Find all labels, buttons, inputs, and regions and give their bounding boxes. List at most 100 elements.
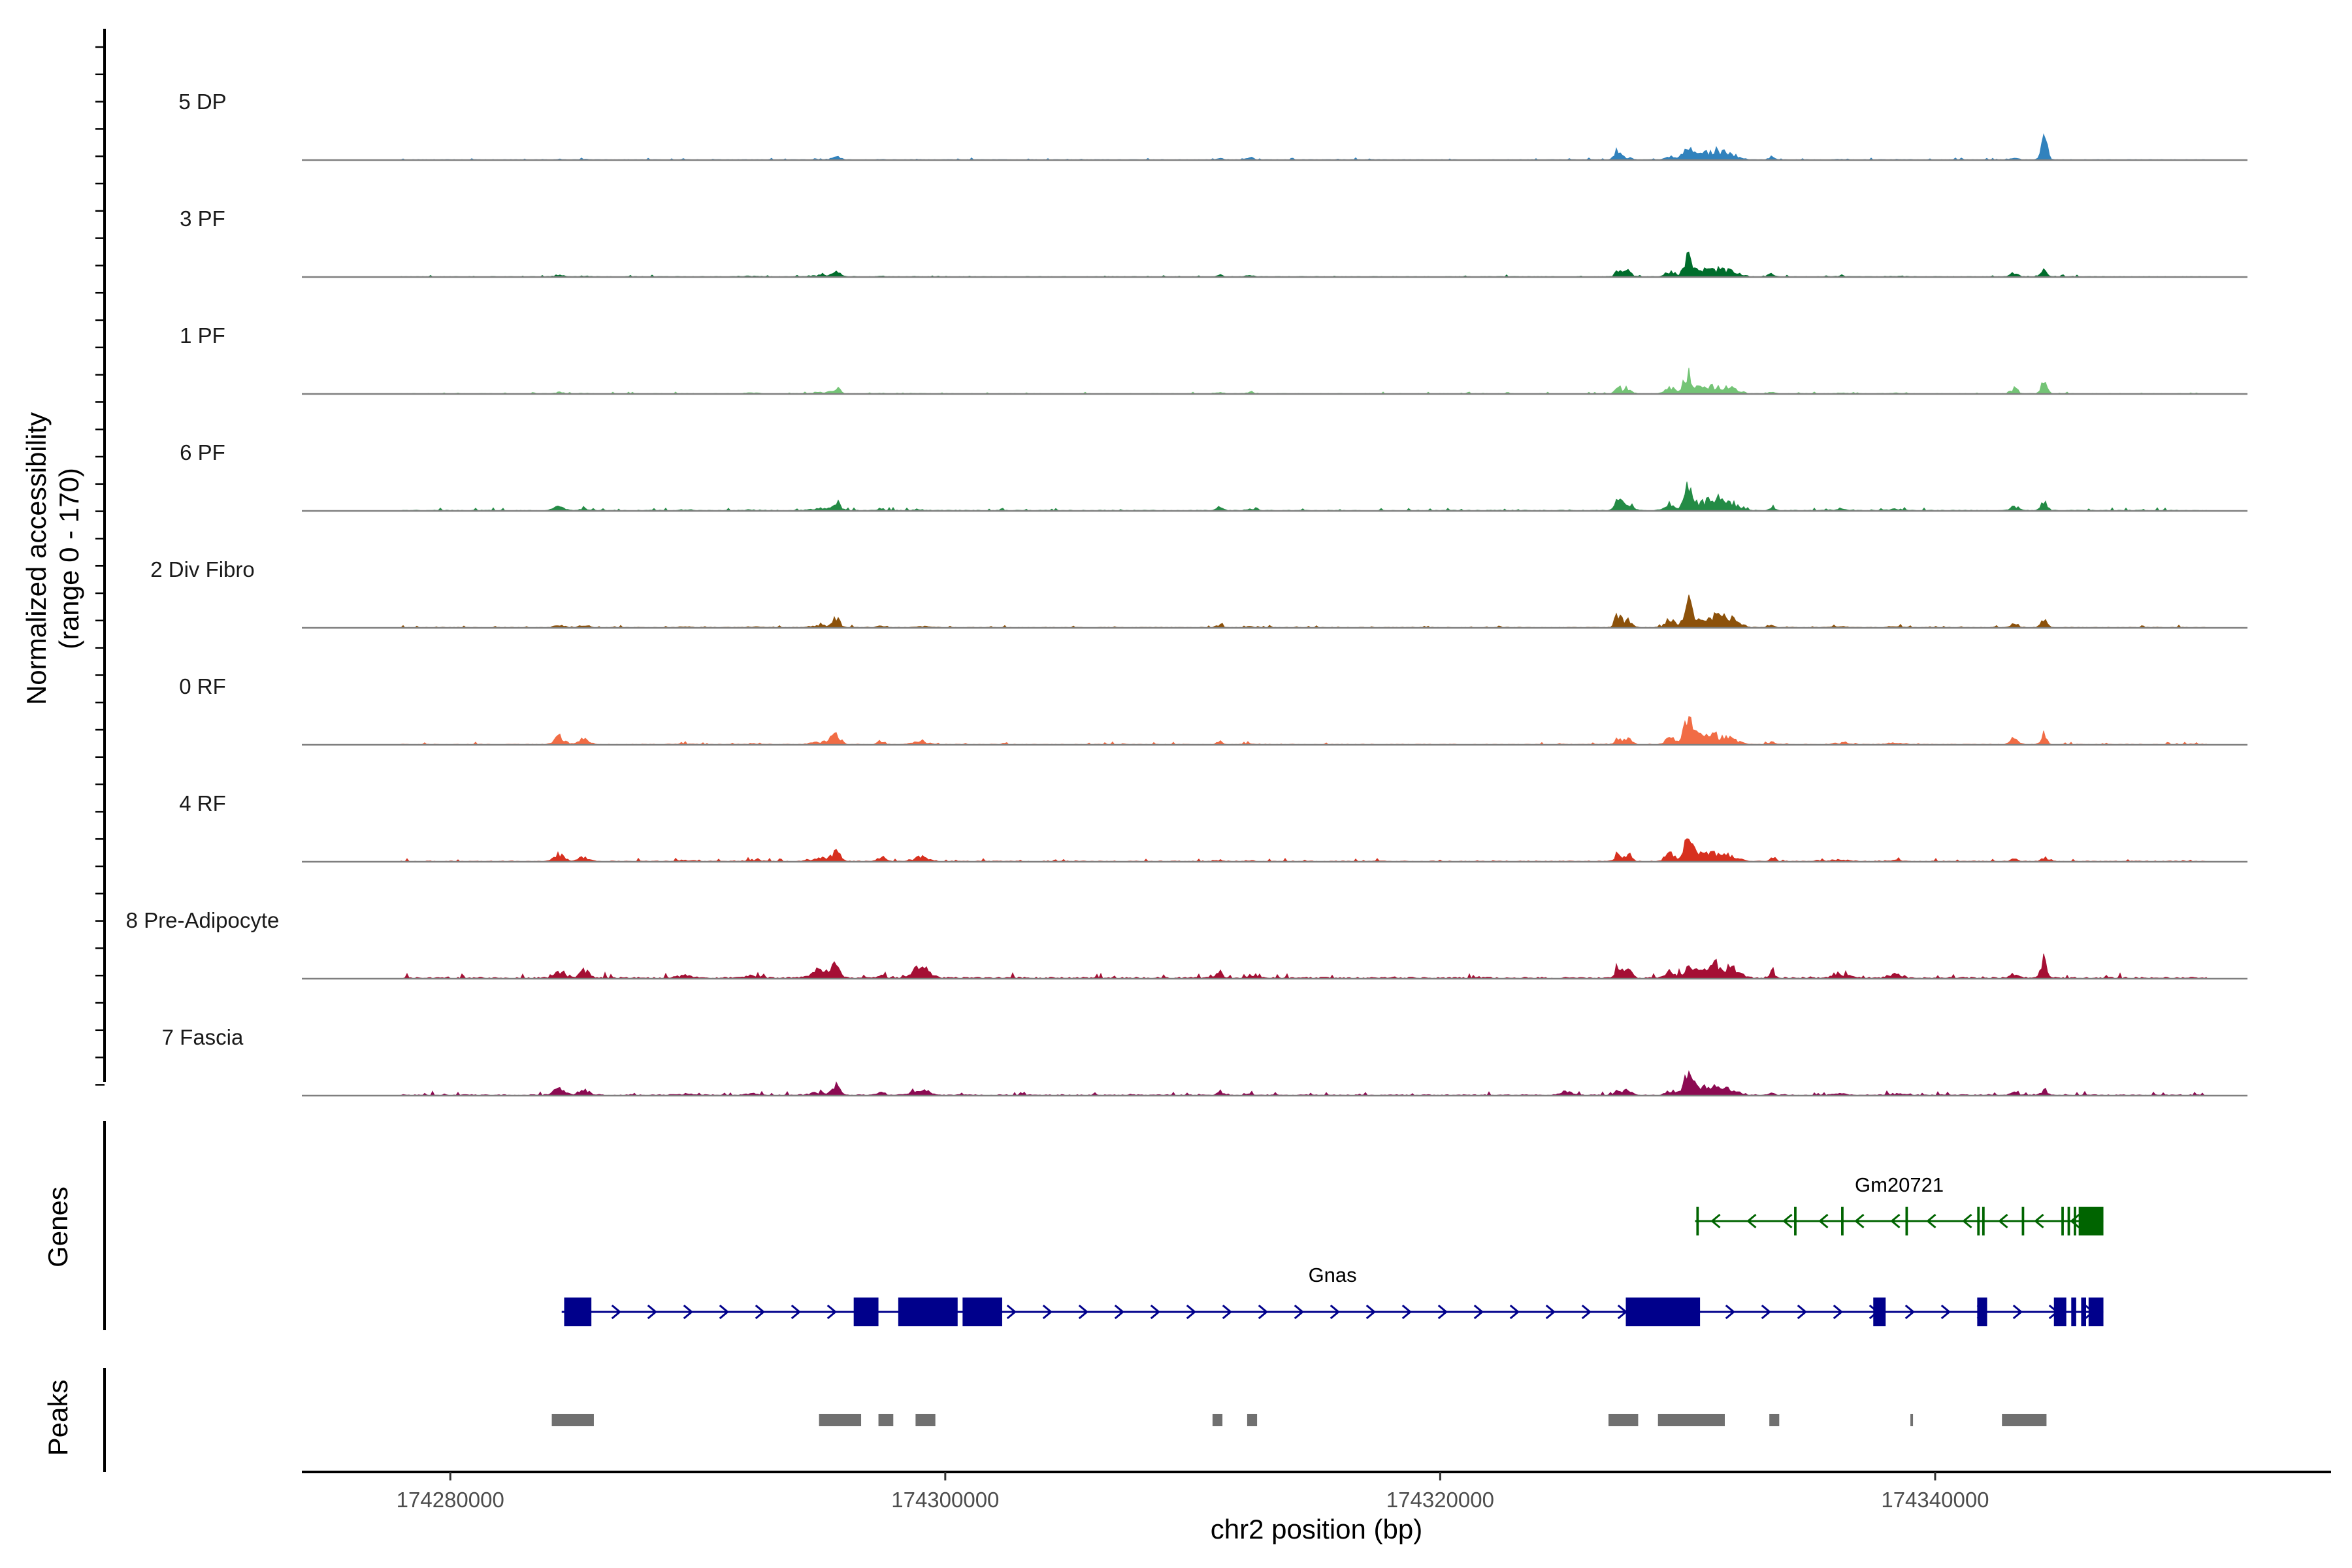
strand-arrow [791, 1304, 802, 1320]
strand-arrow [1473, 1304, 1484, 1320]
gene-gnas: Gnas [561, 1264, 2104, 1326]
track-2-div-fibro: 2 Div Fibro [150, 557, 2247, 629]
strand-arrow [1904, 1304, 1916, 1320]
track-label: 2 Div Fibro [150, 557, 255, 581]
peak-region [1658, 1414, 1725, 1426]
coverage-area [400, 716, 2208, 745]
peak-region [1212, 1414, 1223, 1426]
gene-name: Gnas [1309, 1264, 1357, 1286]
track-5-dp: 5 DP [178, 90, 2247, 161]
peak-region [1769, 1414, 1780, 1426]
track-1-pf: 1 PF [180, 323, 2247, 395]
genomic-position-axis: 174280000 174300000 174320000 174340000 [302, 1471, 2331, 1512]
coverage-area [400, 1070, 2208, 1096]
strand-arrow [1581, 1304, 1592, 1320]
strand-arrow [1926, 1213, 1936, 1229]
track-8-pre-adipocyte: 8 Pre-Adipocyte [126, 908, 2247, 980]
strand-arrow [1890, 1213, 1901, 1229]
gene-exon [2021, 1207, 2025, 1235]
peak-region [1247, 1414, 1258, 1426]
peak-region [1910, 1414, 1914, 1426]
track-label: 5 DP [178, 90, 226, 114]
strand-arrow [1258, 1304, 1269, 1320]
track-label: 1 PF [180, 323, 225, 348]
gene-exon [564, 1298, 592, 1326]
strand-arrow [1797, 1304, 1808, 1320]
gene-exon [1794, 1207, 1797, 1235]
strand-arrow [1854, 1213, 1865, 1229]
track-label: 0 RF [179, 674, 226, 698]
strand-arrow [1998, 1213, 2008, 1229]
genes-track-title: Genes [42, 1186, 73, 1267]
x-axis-title: chr2 position (bp) [1211, 1514, 1423, 1544]
strand-arrow [1940, 1304, 1952, 1320]
gene-exon [2067, 1207, 2070, 1235]
peak-region [819, 1414, 862, 1426]
x-tick-label: 174320000 [1386, 1488, 1494, 1512]
gene-exon [2053, 1298, 2066, 1326]
gene-exon [1977, 1207, 1980, 1235]
coverage-area [400, 367, 2208, 395]
strand-arrow [755, 1304, 766, 1320]
coverage-area [400, 482, 2208, 512]
y-axis-title: Normalized accessibility [21, 412, 52, 705]
track-label: 3 PF [180, 206, 225, 231]
peak-region [2002, 1414, 2047, 1426]
strand-arrow [1725, 1304, 1736, 1320]
track-7-fascia: 7 Fascia [162, 1025, 2247, 1097]
gene-exon [898, 1298, 958, 1326]
gene-exon [2078, 1207, 2104, 1235]
gene-gm20721: Gm20721 [1695, 1173, 2104, 1235]
strand-arrow [1078, 1304, 1089, 1320]
gene-exon [1873, 1298, 1886, 1326]
gene-exon [2081, 1298, 2087, 1326]
coverage-area [400, 252, 2208, 278]
x-tick-label: 174280000 [397, 1488, 504, 1512]
coverage-area [400, 595, 2208, 629]
strand-arrow [1509, 1304, 1520, 1320]
gene-exon [1841, 1207, 1844, 1235]
strand-arrow [1833, 1304, 1844, 1320]
strand-arrow [1437, 1304, 1448, 1320]
strand-arrow [1006, 1304, 1017, 1320]
strand-arrow [1545, 1304, 1556, 1320]
y-axis-range-note: (range 0 - 170) [54, 468, 84, 649]
x-tick-label: 174300000 [891, 1488, 999, 1512]
strand-arrow [719, 1304, 730, 1320]
gene-exon [1625, 1298, 1701, 1326]
gene-exon [962, 1298, 1002, 1326]
track-label: 6 PF [180, 440, 225, 465]
track-label: 4 RF [179, 791, 226, 815]
strand-arrow [1114, 1304, 1125, 1320]
strand-arrow [1746, 1213, 1757, 1229]
strand-arrow [647, 1304, 658, 1320]
gene-exon [1977, 1298, 1987, 1326]
track-3-pf: 3 PF [180, 206, 2247, 278]
strand-arrow [826, 1304, 838, 1320]
peaks-track-title: Peaks [42, 1380, 73, 1456]
strand-arrow [683, 1304, 694, 1320]
peak-region [915, 1414, 936, 1426]
strand-arrow [1365, 1304, 1377, 1320]
strand-arrow [2070, 1213, 2080, 1229]
peak-region [1608, 1414, 1639, 1426]
strand-arrow [2034, 1213, 2044, 1229]
peak-annotation-track [103, 1368, 2047, 1472]
x-tick-label: 174340000 [1881, 1488, 1989, 1512]
coverage-area [400, 838, 2208, 862]
strand-arrow [1962, 1213, 1972, 1229]
strand-arrow [1150, 1304, 1161, 1320]
coverage-y-axis [95, 29, 106, 1086]
strand-arrow [1401, 1304, 1413, 1320]
gene-exon [1905, 1207, 1908, 1235]
coverage-tracks: 5 DP 3 PF 1 PF 6 PF 2 Div Fibro 0 RF 4 RF 8 Pre… [126, 90, 2247, 1097]
coverage-area [400, 133, 2208, 161]
track-6-pf: 6 PF [180, 440, 2247, 512]
peak-region [878, 1414, 894, 1426]
strand-arrow [1782, 1213, 1793, 1229]
track-label: 8 Pre-Adipocyte [126, 908, 280, 932]
track-4-rf: 4 RF [179, 791, 2247, 863]
strand-arrow [611, 1304, 622, 1320]
strand-arrow [1710, 1213, 1721, 1229]
strand-arrow [1761, 1304, 1772, 1320]
